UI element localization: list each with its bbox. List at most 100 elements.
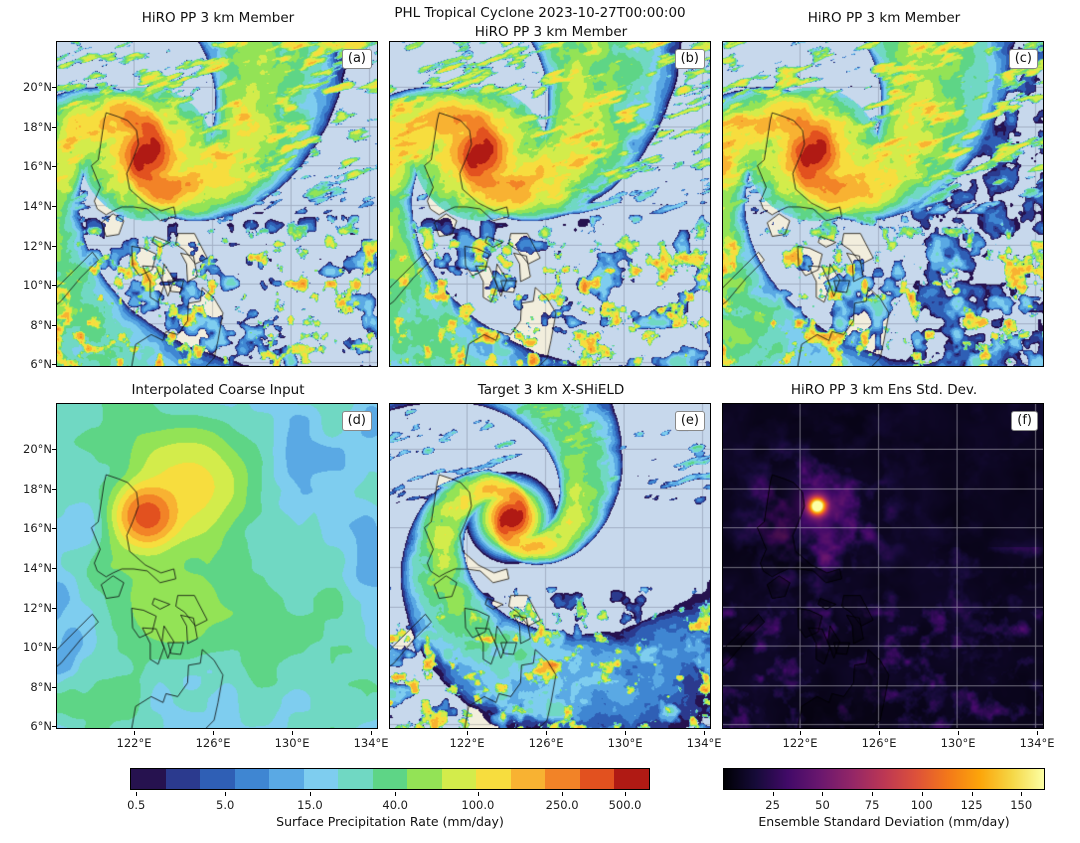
precip-colorbar-tick-label: 40.0 <box>382 798 408 812</box>
precip-colorbar-segment <box>476 769 511 789</box>
panel-d-map: (d) <box>56 403 380 731</box>
lat-tick-mark <box>52 647 56 649</box>
panel-c-map: (c) <box>722 41 1046 369</box>
precip-colorbar-segment <box>545 769 580 789</box>
precip-colorbar-tick-label: 15.0 <box>297 798 323 812</box>
panel-d-corner-label: (d) <box>341 411 372 431</box>
stddev-colorbar-tick-mark <box>921 792 923 796</box>
lat-tick-label: 12°N <box>23 600 52 615</box>
lat-tick-label: 8°N <box>30 317 52 332</box>
precip-colorbar-segment <box>372 769 408 789</box>
panel-d-title: Interpolated Coarse Input <box>131 382 305 398</box>
lon-tick-mark <box>879 731 881 735</box>
stddev-colorbar-tick-label: 75 <box>864 798 880 812</box>
lon-tick-mark <box>625 731 627 735</box>
panel-b-heatmap-canvas <box>389 41 711 367</box>
lat-tick-label: 6°N <box>30 357 52 372</box>
precip-colorbar-segment <box>407 769 442 789</box>
precip-colorbar-segment <box>165 769 201 789</box>
precip-colorbar-tick-label: 500.0 <box>608 798 642 812</box>
lat-tick-label: 20°N <box>23 80 52 95</box>
precip-colorbar-tick-mark <box>625 792 627 796</box>
lat-tick-mark <box>52 126 56 128</box>
lat-tick-label: 8°N <box>30 679 52 694</box>
lat-tick-label: 20°N <box>23 442 52 457</box>
lon-tick-label: 134°E <box>1019 736 1055 750</box>
lat-tick-mark <box>52 245 56 247</box>
panel-e-heatmap-canvas <box>389 403 711 729</box>
lon-tick-mark <box>800 731 802 735</box>
panel-f-title: HiRO PP 3 km Ens Std. Dev. <box>790 382 978 398</box>
lon-tick-label: 122°E <box>116 736 152 750</box>
panel-f-map: (f) <box>722 403 1046 731</box>
panel-e-corner-label: (e) <box>674 411 705 431</box>
stddev-colorbar-tick-label: 150 <box>1010 798 1033 812</box>
lon-tick-label: 126°E <box>195 736 231 750</box>
panel-f-corner-label: (f) <box>1011 411 1038 431</box>
lon-tick-mark <box>134 731 136 735</box>
precip-colorbar-segment <box>338 769 373 789</box>
stddev-colorbar <box>723 768 1045 790</box>
lat-tick-mark <box>52 528 56 530</box>
stddev-colorbar-tick-label: 100 <box>910 798 933 812</box>
precip-colorbar-segment <box>579 769 615 789</box>
precip-colorbar-tick-label: 250.0 <box>545 798 579 812</box>
lat-tick-mark <box>52 726 56 728</box>
precip-colorbar-segment <box>234 769 270 789</box>
precip-colorbar-segment <box>614 769 649 789</box>
precip-colorbar-tick-label: 5.0 <box>216 798 235 812</box>
lon-tick-label: 134°E <box>353 736 389 750</box>
lon-tick-label: 122°E <box>782 736 818 750</box>
lon-tick-label: 130°E <box>940 736 976 750</box>
precip-colorbar-tick-label: 0.5 <box>127 798 146 812</box>
lon-tick-mark <box>704 731 706 735</box>
precip-colorbar <box>130 768 650 790</box>
precip-colorbar-segment <box>303 769 339 789</box>
precip-colorbar-segment <box>441 769 477 789</box>
precip-colorbar-segment <box>510 769 546 789</box>
precip-colorbar-tick-mark <box>225 792 227 796</box>
panel-a-heatmap-canvas <box>56 41 378 367</box>
lat-tick-mark <box>52 567 56 569</box>
panel-b-corner-label: (b) <box>674 49 705 69</box>
lat-tick-mark <box>52 607 56 609</box>
lat-tick-label: 14°N <box>23 560 52 575</box>
lat-tick-label: 14°N <box>23 198 52 213</box>
precip-colorbar-segment <box>269 769 304 789</box>
lat-tick-mark <box>52 488 56 490</box>
stddev-colorbar-label: Ensemble Standard Deviation (mm/day) <box>758 814 1010 829</box>
stddev-colorbar-tick-mark <box>822 792 824 796</box>
lat-tick-mark <box>52 324 56 326</box>
precip-colorbar-tick-mark <box>309 792 311 796</box>
precip-colorbar-segment <box>200 769 235 789</box>
lat-tick-label: 16°N <box>23 159 52 174</box>
lon-tick-label: 134°E <box>686 736 722 750</box>
lat-tick-mark <box>52 449 56 451</box>
lat-tick-label: 12°N <box>23 238 52 253</box>
stddev-colorbar-tick-label: 125 <box>960 798 983 812</box>
lon-tick-mark <box>213 731 215 735</box>
precip-colorbar-tick-mark <box>136 792 138 796</box>
precip-colorbar-segment <box>131 769 166 789</box>
lon-tick-mark <box>958 731 960 735</box>
panel-f-heatmap-canvas <box>722 403 1044 729</box>
lon-tick-label: 130°E <box>274 736 310 750</box>
panel-e-title: Target 3 km X-SHiELD <box>477 382 625 398</box>
lat-tick-label: 10°N <box>23 278 52 293</box>
panel-b-map: (b) <box>389 41 713 369</box>
lon-tick-label: 130°E <box>607 736 643 750</box>
lon-tick-label: 126°E <box>861 736 897 750</box>
lat-tick-label: 6°N <box>30 719 52 734</box>
lon-tick-label: 122°E <box>449 736 485 750</box>
stddev-colorbar-tick-mark <box>971 792 973 796</box>
lat-tick-label: 18°N <box>23 481 52 496</box>
stddev-colorbar-tick-label: 25 <box>765 798 780 812</box>
precip-colorbar-tick-mark <box>395 792 397 796</box>
precip-colorbar-tick-mark <box>562 792 564 796</box>
lon-tick-mark <box>1037 731 1039 735</box>
stddev-colorbar-tick-mark <box>772 792 774 796</box>
lon-tick-mark <box>371 731 373 735</box>
stddev-colorbar-tick-mark <box>1021 792 1023 796</box>
lat-tick-mark <box>52 364 56 366</box>
